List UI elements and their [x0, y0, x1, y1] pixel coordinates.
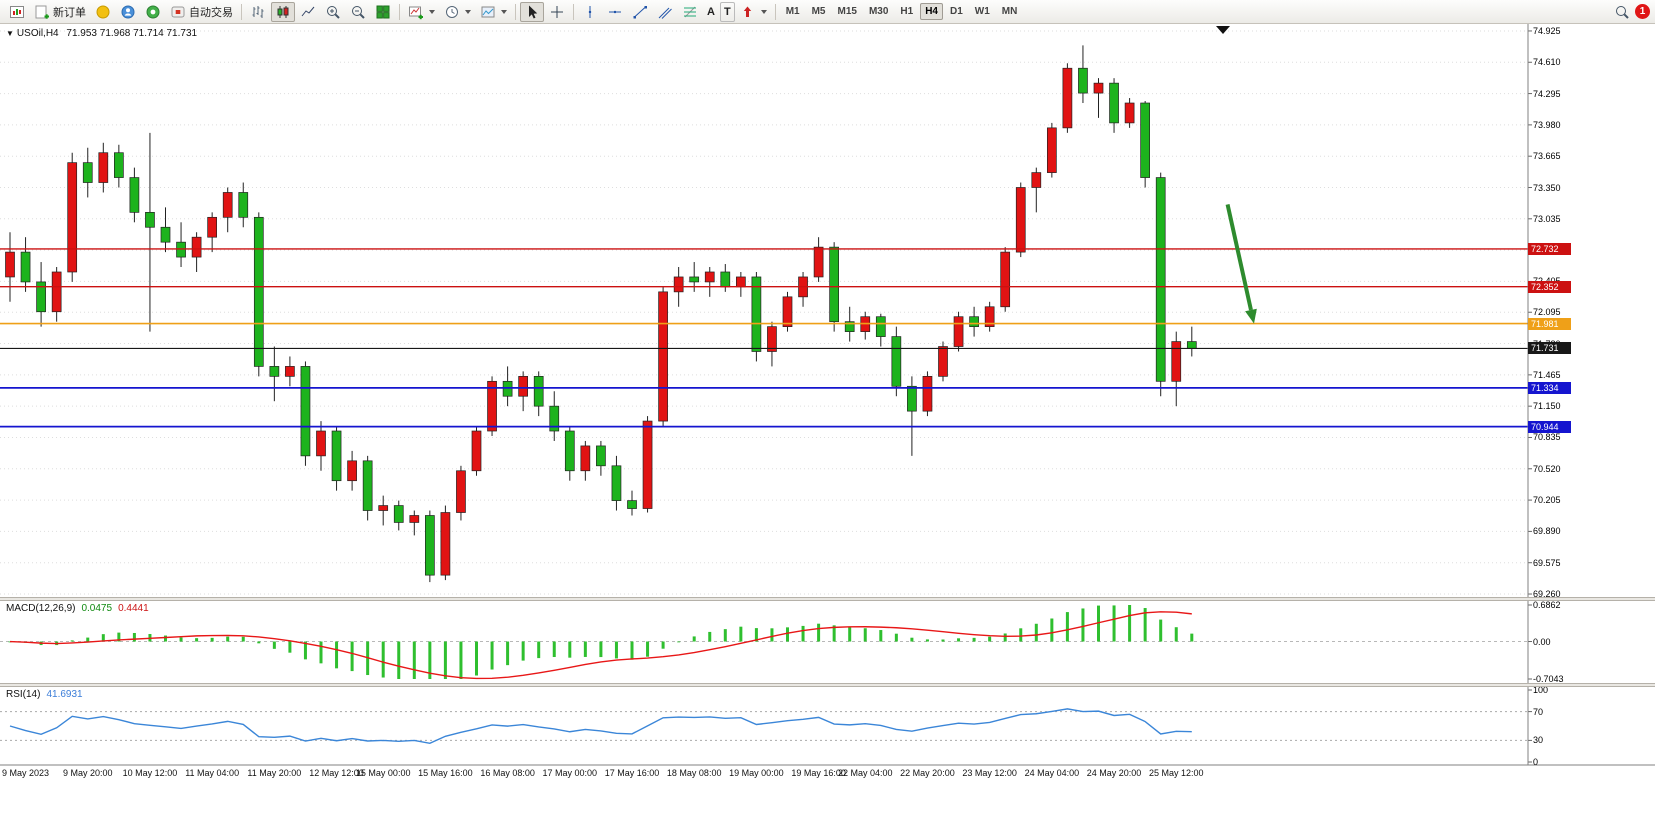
arrow-object-icon — [743, 6, 751, 17]
channel-tool-button[interactable] — [653, 2, 677, 22]
macd-histogram — [8, 605, 1194, 679]
mql5-community-button[interactable] — [91, 2, 115, 22]
macd-label: MACD(12,26,9) — [6, 603, 76, 614]
text-tool-label: A — [707, 5, 715, 18]
fibonacci-tool-button[interactable] — [678, 2, 702, 22]
horizontal-level-lines — [0, 248, 1528, 428]
line-chart-mode-button[interactable] — [296, 2, 320, 22]
crosshair-tool-button[interactable] — [545, 2, 569, 22]
timeframe-button-W1[interactable]: W1 — [974, 6, 990, 17]
period-button[interactable] — [440, 2, 475, 22]
timeframe-group: M1 M5 M15 M30 H1 H4 D1 W1 MN — [780, 3, 1024, 20]
timeframe-button-H1[interactable]: H1 — [900, 6, 914, 17]
macd-splitter[interactable] — [0, 597, 1655, 601]
user-account-button[interactable] — [116, 2, 140, 22]
timeframe-button-M15[interactable]: M15 — [837, 6, 857, 17]
trendline-icon — [633, 5, 647, 18]
macd-main-value: 0.0475 — [81, 603, 113, 614]
macd-signal-line — [9, 611, 1192, 680]
charts-window-icon[interactable] — [5, 2, 29, 22]
autotrading-icon — [171, 6, 185, 17]
trend-arrow[interactable] — [1225, 203, 1257, 324]
chevron-down-icon — [429, 9, 435, 14]
notification-badge[interactable]: 1 — [1635, 4, 1650, 19]
chevron-down-icon — [501, 9, 507, 14]
chart-shift-marker-icon[interactable] — [1216, 26, 1230, 34]
timeframe-button-M1[interactable]: M1 — [785, 6, 800, 17]
new-order-button[interactable]: 新订单 — [30, 2, 90, 22]
fibonacci-icon — [684, 6, 696, 17]
chart-title: ▼ USOil,H4 71.953 71.968 71.714 71.731 — [6, 28, 197, 39]
zoom-out-icon — [352, 5, 365, 19]
rsi-label: RSI(14) — [6, 689, 41, 700]
template-icon — [481, 6, 495, 17]
timeframe-button-M5[interactable]: M5 — [811, 6, 826, 17]
rsi-splitter[interactable] — [0, 683, 1655, 687]
new-order-label: 新订单 — [53, 6, 86, 19]
horizontal-line-tool-button[interactable] — [603, 2, 627, 22]
macd-signal-value: 0.4441 — [118, 603, 149, 614]
timeframe-button-M30[interactable]: M30 — [868, 6, 889, 17]
zoom-in-button[interactable] — [321, 2, 345, 22]
crosshair-icon — [551, 5, 563, 18]
timeframe-button-D1[interactable]: D1 — [950, 6, 963, 17]
rsi-header: RSI(14) 41.6931 — [6, 689, 83, 700]
autotrading-label: 自动交易 — [189, 6, 233, 19]
clock-icon — [446, 5, 458, 18]
separator — [241, 3, 242, 20]
candlestick-mode-button[interactable] — [271, 1, 295, 22]
autotrading-button[interactable]: 自动交易 — [166, 2, 237, 22]
chart-ohlc-values: 71.953 71.968 71.714 71.731 — [66, 28, 198, 39]
new-chart-icon — [409, 6, 423, 19]
text-tool-button[interactable]: A — [703, 2, 719, 22]
channel-icon — [658, 7, 672, 19]
rsi-value: 41.6931 — [46, 689, 83, 700]
zoom-out-button[interactable] — [346, 2, 370, 22]
timeframe-button-MN[interactable]: MN — [1001, 6, 1018, 17]
chevron-down-icon — [465, 9, 471, 14]
timeframe-button-H4[interactable]: H4 — [920, 3, 943, 20]
label-tool-label: T — [723, 5, 731, 18]
horizontal-line-icon — [609, 10, 621, 13]
new-chart-button[interactable] — [404, 2, 439, 22]
vertical-line-icon — [588, 5, 592, 18]
separator — [573, 3, 574, 20]
price-gridlines — [0, 30, 1532, 595]
line-chart-icon — [301, 6, 315, 16]
support-chat-button[interactable] — [141, 2, 165, 22]
chart-icon — [10, 5, 24, 18]
label-tool-button[interactable]: T — [719, 1, 735, 22]
collapse-triangle-icon[interactable]: ▼ — [6, 29, 14, 38]
cursor-tool-button[interactable] — [520, 1, 544, 22]
bar-chart-icon — [252, 5, 264, 18]
new-order-icon — [35, 5, 49, 19]
chevron-down-icon — [760, 9, 767, 14]
zoom-in-icon — [327, 5, 340, 19]
bar-chart-mode-button[interactable] — [246, 2, 270, 22]
tile-windows-icon — [376, 5, 390, 19]
search-button[interactable] — [1610, 2, 1634, 22]
arrows-tool-button[interactable] — [736, 2, 771, 22]
headset-icon — [146, 5, 160, 18]
tile-windows-button[interactable] — [371, 2, 395, 22]
templates-button[interactable] — [476, 2, 511, 22]
chart-symbol: USOil,H4 — [16, 28, 59, 39]
separator — [774, 3, 776, 20]
trendline-tool-button[interactable] — [628, 2, 652, 22]
vertical-line-tool-button[interactable] — [578, 2, 602, 22]
separator — [515, 3, 516, 20]
search-icon — [1616, 5, 1629, 19]
mql5-coin-icon — [96, 5, 110, 18]
candlestick-series — [5, 45, 1197, 583]
user-icon — [121, 5, 135, 18]
rsi-line — [9, 708, 1192, 745]
separator — [399, 3, 400, 20]
candlestick-icon — [277, 5, 289, 18]
macd-header: MACD(12,26,9) 0.0475 0.4441 — [6, 603, 149, 614]
toolbar: 新订单 自动交易 — [0, 0, 1655, 24]
cursor-icon — [529, 5, 538, 18]
